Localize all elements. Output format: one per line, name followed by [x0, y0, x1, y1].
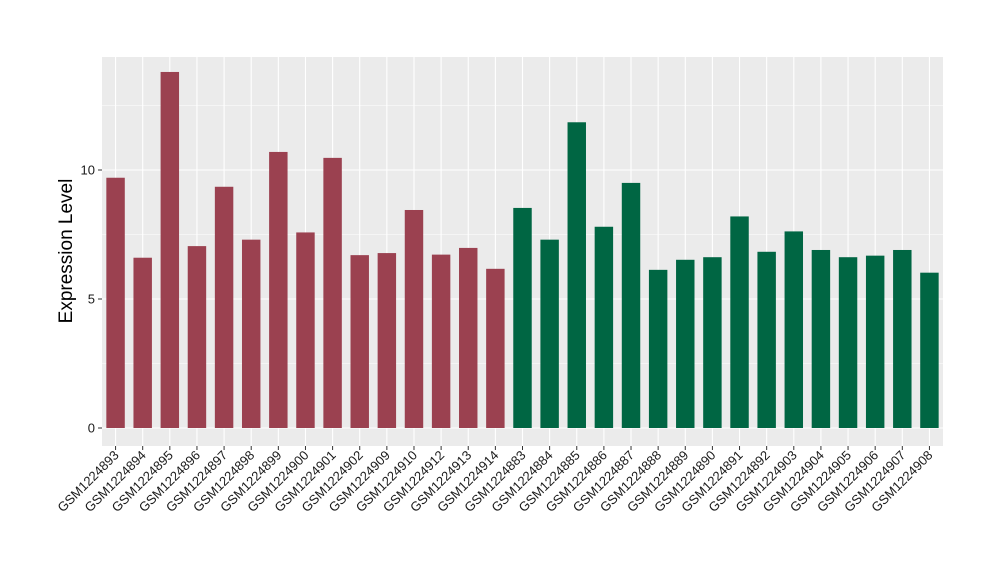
bar-GSM1224895	[160, 71, 180, 429]
bar-GSM1224898	[241, 239, 261, 428]
bar-GSM1224905	[838, 257, 858, 428]
bar-GSM1224903	[784, 231, 804, 428]
bar-GSM1224888	[648, 269, 668, 428]
bar-GSM1224890	[703, 257, 722, 428]
bar-GSM1224899	[269, 151, 288, 428]
bar-GSM1224914	[486, 268, 505, 428]
bars	[106, 71, 939, 429]
y-tick-label: 10	[81, 163, 95, 178]
y-axis: 0 5 10	[81, 163, 102, 436]
bar-GSM1224884	[540, 239, 559, 428]
y-tick-label: 5	[88, 292, 95, 307]
bar-GSM1224894	[133, 257, 152, 428]
x-axis: GSM1224893GSM1224894GSM1224895GSM1224896…	[54, 446, 936, 515]
y-tick-label: 0	[88, 421, 95, 436]
bar-GSM1224901	[323, 157, 342, 428]
bar-GSM1224908	[920, 272, 939, 428]
bar-GSM1224904	[811, 249, 831, 428]
bar-GSM1224906	[865, 255, 885, 428]
bar-GSM1224893	[106, 177, 125, 428]
bar-GSM1224900	[296, 232, 315, 428]
bar-GSM1224891	[730, 216, 749, 428]
bar-GSM1224907	[893, 249, 912, 428]
bar-GSM1224889	[676, 259, 695, 428]
bar-GSM1224885	[567, 122, 586, 429]
bar-GSM1224912	[431, 254, 451, 428]
bar-GSM1224909	[377, 253, 397, 428]
bar-GSM1224892	[757, 251, 776, 428]
y-axis-label: Expression Level	[56, 179, 77, 324]
bar-GSM1224886	[594, 226, 614, 428]
bar-GSM1224897	[214, 186, 234, 428]
bar-GSM1224913	[459, 247, 478, 428]
bar-GSM1224896	[187, 246, 207, 428]
bar-GSM1224902	[350, 255, 369, 428]
bar-GSM1224883	[513, 207, 532, 428]
bar-GSM1224910	[404, 209, 424, 428]
bar-GSM1224887	[621, 182, 641, 428]
